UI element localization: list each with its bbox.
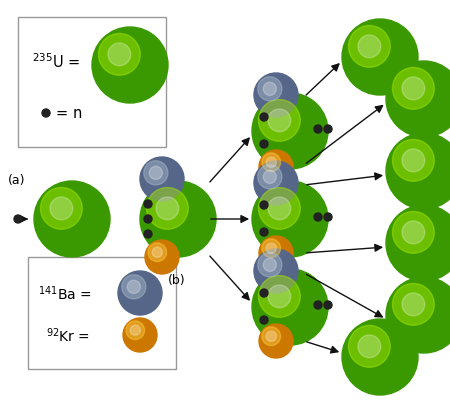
Circle shape (258, 100, 300, 142)
Circle shape (259, 151, 293, 184)
Circle shape (34, 182, 110, 257)
Circle shape (402, 150, 425, 172)
Circle shape (156, 198, 179, 220)
Text: $^{235}$U =: $^{235}$U = (32, 52, 80, 71)
Circle shape (262, 239, 281, 258)
Circle shape (260, 289, 268, 297)
Circle shape (144, 161, 168, 186)
Circle shape (42, 110, 50, 118)
Text: $^{92}$Kr =: $^{92}$Kr = (46, 326, 90, 344)
Circle shape (263, 83, 276, 96)
Circle shape (266, 158, 276, 168)
Circle shape (348, 326, 390, 367)
Circle shape (260, 202, 268, 209)
Circle shape (324, 213, 332, 221)
Circle shape (268, 110, 291, 133)
Circle shape (130, 325, 140, 335)
Circle shape (392, 284, 434, 326)
Circle shape (314, 126, 322, 134)
Circle shape (260, 141, 268, 148)
Circle shape (262, 327, 281, 346)
Circle shape (402, 221, 425, 244)
Circle shape (268, 285, 291, 308)
Circle shape (127, 281, 140, 294)
Circle shape (123, 318, 157, 352)
Circle shape (258, 276, 300, 317)
Circle shape (146, 188, 188, 230)
Circle shape (386, 205, 450, 281)
Circle shape (386, 62, 450, 138)
Circle shape (266, 243, 276, 254)
Circle shape (266, 331, 276, 342)
Circle shape (144, 230, 152, 238)
Circle shape (148, 243, 166, 262)
Circle shape (108, 44, 131, 67)
Circle shape (260, 229, 268, 236)
Circle shape (324, 301, 332, 309)
Circle shape (392, 68, 434, 110)
Circle shape (260, 316, 268, 324)
FancyBboxPatch shape (18, 18, 166, 148)
Circle shape (263, 171, 276, 184)
Circle shape (145, 240, 179, 274)
Circle shape (260, 114, 268, 122)
Circle shape (259, 324, 293, 358)
FancyBboxPatch shape (28, 257, 176, 369)
Circle shape (314, 213, 322, 221)
Circle shape (402, 78, 425, 101)
Circle shape (348, 27, 390, 68)
Circle shape (252, 94, 328, 170)
Circle shape (402, 293, 425, 316)
Circle shape (314, 301, 322, 309)
Circle shape (254, 162, 298, 205)
Circle shape (259, 236, 293, 270)
Circle shape (262, 153, 281, 172)
Circle shape (126, 321, 144, 340)
Circle shape (118, 271, 162, 315)
Circle shape (14, 216, 22, 223)
Text: (c): (c) (258, 294, 275, 307)
Circle shape (386, 134, 450, 209)
Text: $\cdot$ = n: $\cdot$ = n (46, 106, 82, 121)
Circle shape (268, 198, 291, 220)
Circle shape (254, 74, 298, 118)
Circle shape (122, 275, 146, 299)
Circle shape (99, 34, 140, 76)
Circle shape (258, 188, 300, 230)
Circle shape (152, 247, 162, 258)
Circle shape (50, 198, 73, 220)
Circle shape (252, 182, 328, 257)
Circle shape (263, 258, 276, 272)
Circle shape (358, 36, 381, 58)
Circle shape (92, 28, 168, 104)
Circle shape (386, 277, 450, 353)
Circle shape (258, 165, 282, 189)
Circle shape (342, 319, 418, 395)
Circle shape (140, 157, 184, 202)
Circle shape (342, 20, 418, 96)
Circle shape (392, 140, 434, 182)
Circle shape (258, 253, 282, 277)
Text: $^{141}$Ba =: $^{141}$Ba = (38, 284, 92, 303)
Text: (b): (b) (168, 273, 186, 286)
Circle shape (40, 188, 82, 230)
Circle shape (358, 335, 381, 358)
Circle shape (324, 126, 332, 134)
Circle shape (144, 200, 152, 209)
Circle shape (254, 249, 298, 293)
Circle shape (252, 270, 328, 345)
Circle shape (258, 78, 282, 102)
Text: (a): (a) (8, 173, 26, 187)
Circle shape (140, 182, 216, 257)
Circle shape (392, 212, 434, 254)
Circle shape (144, 216, 152, 223)
Circle shape (149, 167, 162, 180)
